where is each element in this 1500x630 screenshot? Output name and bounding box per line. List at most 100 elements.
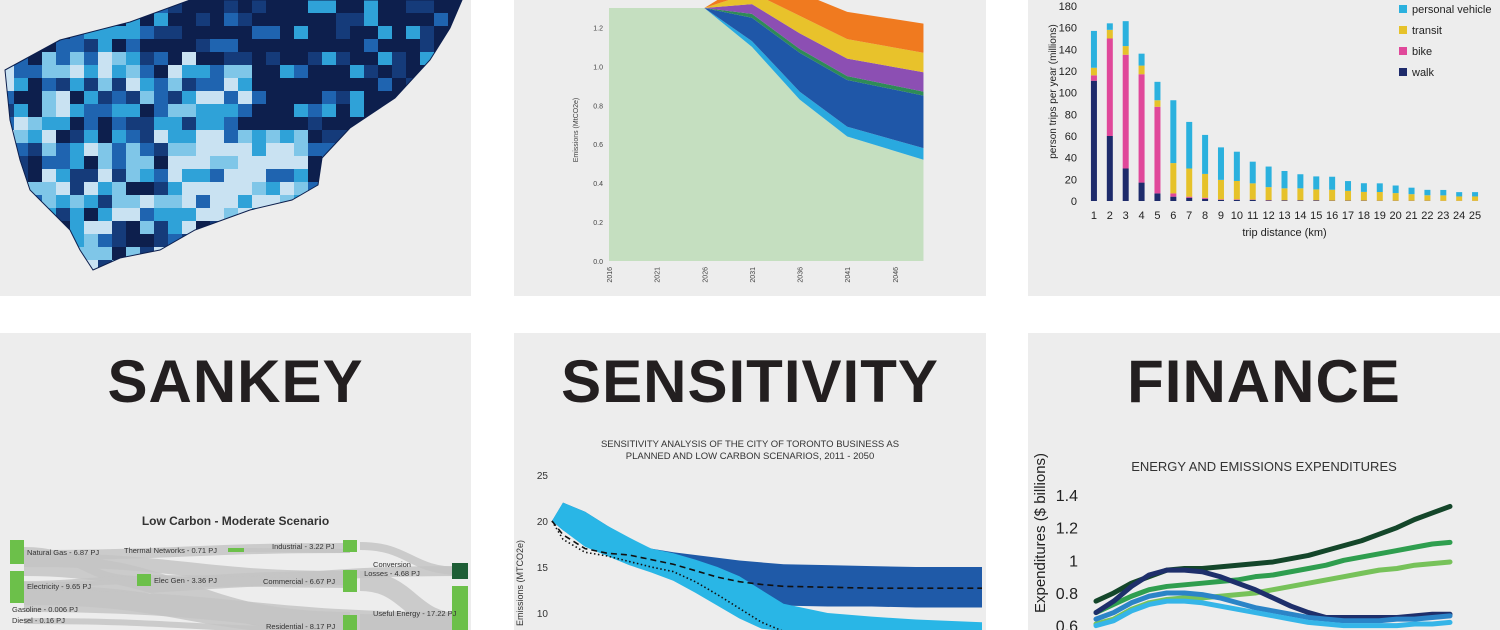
map-region: [364, 130, 379, 144]
map-region: [182, 65, 197, 79]
map-region: [294, 260, 309, 270]
map-region: [140, 221, 155, 235]
map-region: [168, 104, 183, 118]
map-region: [364, 65, 379, 79]
map-region: [182, 273, 197, 287]
map-region: [70, 260, 85, 270]
map-region: [252, 26, 267, 40]
map-region: [98, 143, 113, 157]
map-region: [168, 13, 183, 27]
map-region: [56, 130, 71, 144]
map-region: [406, 52, 421, 66]
map-region: [448, 156, 462, 170]
map-region: [364, 26, 379, 40]
trips-bar-bike: [1106, 38, 1113, 136]
finance-y-tick-label: 0.6: [1056, 619, 1078, 630]
finance-line-5: [1093, 598, 1453, 629]
area-y-tick-label: 0.4: [593, 181, 603, 188]
map-region: [462, 234, 471, 248]
map-region: [448, 208, 462, 222]
map-region: [210, 91, 225, 105]
map-region: [42, 156, 57, 170]
map-region: [448, 195, 462, 209]
finance-panel[interactable]: FINANCE ENERGY AND EMISSIONS EXPENDITURE…: [1028, 333, 1500, 630]
map-region: [140, 195, 155, 209]
map-region: [266, 143, 281, 157]
map-region: [28, 130, 43, 144]
map-region: [210, 130, 225, 144]
sankey-node-label: Industrial - 3.22 PJ: [272, 542, 335, 551]
map-region: [266, 26, 281, 40]
map-region: [336, 260, 351, 270]
sankey-node-natural-gas: [10, 540, 24, 564]
map-region: [294, 273, 309, 287]
map-region: [126, 52, 141, 66]
map-region: [70, 78, 85, 92]
map-region: [266, 234, 281, 248]
map-region: [294, 91, 309, 105]
map-region: [448, 65, 462, 79]
trips-y-tick-label: 60: [1065, 131, 1077, 143]
map-region: [266, 104, 281, 118]
map-region: [168, 26, 183, 40]
map-region: [70, 52, 85, 66]
map-region: [182, 260, 197, 270]
map-panel: [0, 0, 471, 296]
trips-bar-walk: [1170, 196, 1177, 201]
map-region: [322, 65, 337, 79]
map-region: [224, 234, 239, 248]
area-y-tick-label: 1.2: [593, 25, 603, 32]
map-region: [112, 65, 127, 79]
trips-bar-personal-vehicle: [1376, 183, 1383, 193]
map-region: [98, 234, 113, 248]
map-region: [140, 182, 155, 196]
map-region: [98, 0, 113, 14]
trips-bar-personal-vehicle: [1154, 81, 1161, 101]
map-region: [98, 78, 113, 92]
trips-x-tick-label: 17: [1342, 210, 1354, 222]
sensitivity-area-chart: 10 15 20 25 Emissions (MTCO2e): [515, 471, 982, 630]
map-region: [196, 13, 211, 27]
map-region: [210, 208, 225, 222]
map-region: [252, 52, 267, 66]
sensitivity-y-tick-label: 20: [537, 517, 549, 528]
sensitivity-panel[interactable]: SENSITIVITY SENSITIVITY ANALYSIS OF THE …: [514, 333, 986, 630]
map-region: [70, 156, 85, 170]
map-region: [294, 156, 309, 170]
trips-bar-transit: [1329, 189, 1336, 201]
map-region: [280, 39, 295, 53]
sankey-flow: [239, 548, 351, 553]
trips-bar-bike: [1202, 197, 1209, 199]
map-region: [98, 195, 113, 209]
map-region: [126, 26, 141, 40]
map-region: [126, 13, 141, 27]
map-region: [182, 104, 197, 118]
map-region: [266, 0, 281, 14]
map-region: [42, 234, 57, 248]
sankey-panel[interactable]: SANKEY Low Carbon - Moderate Scenario Na…: [0, 333, 471, 630]
map-region: [322, 117, 337, 131]
map-region: [280, 273, 295, 287]
map-region: [238, 169, 253, 183]
map-region: [112, 78, 127, 92]
map-region: [154, 104, 169, 118]
trips-bar-transit: [1186, 168, 1193, 197]
map-region: [308, 208, 323, 222]
map-region: [126, 65, 141, 79]
map-region: [5, 169, 15, 183]
trips-bar-transit: [1249, 183, 1256, 200]
trips-bar-transit: [1138, 65, 1145, 75]
map-region: [392, 234, 407, 248]
map-region: [350, 143, 365, 157]
trips-y-tick-label: 140: [1059, 44, 1077, 56]
trips-bar-walk: [1122, 168, 1129, 201]
map-region: [14, 13, 29, 27]
sankey-node-label: Residential - 8.17 PJ: [266, 622, 335, 630]
map-region: [462, 78, 471, 92]
map-region: [210, 273, 225, 287]
map-region: [168, 91, 183, 105]
map-region: [448, 169, 462, 183]
map-region: [84, 78, 99, 92]
trips-legend-label: bike: [1412, 46, 1432, 58]
sankey-node-label: Natural Gas - 6.87 PJ: [27, 548, 99, 557]
